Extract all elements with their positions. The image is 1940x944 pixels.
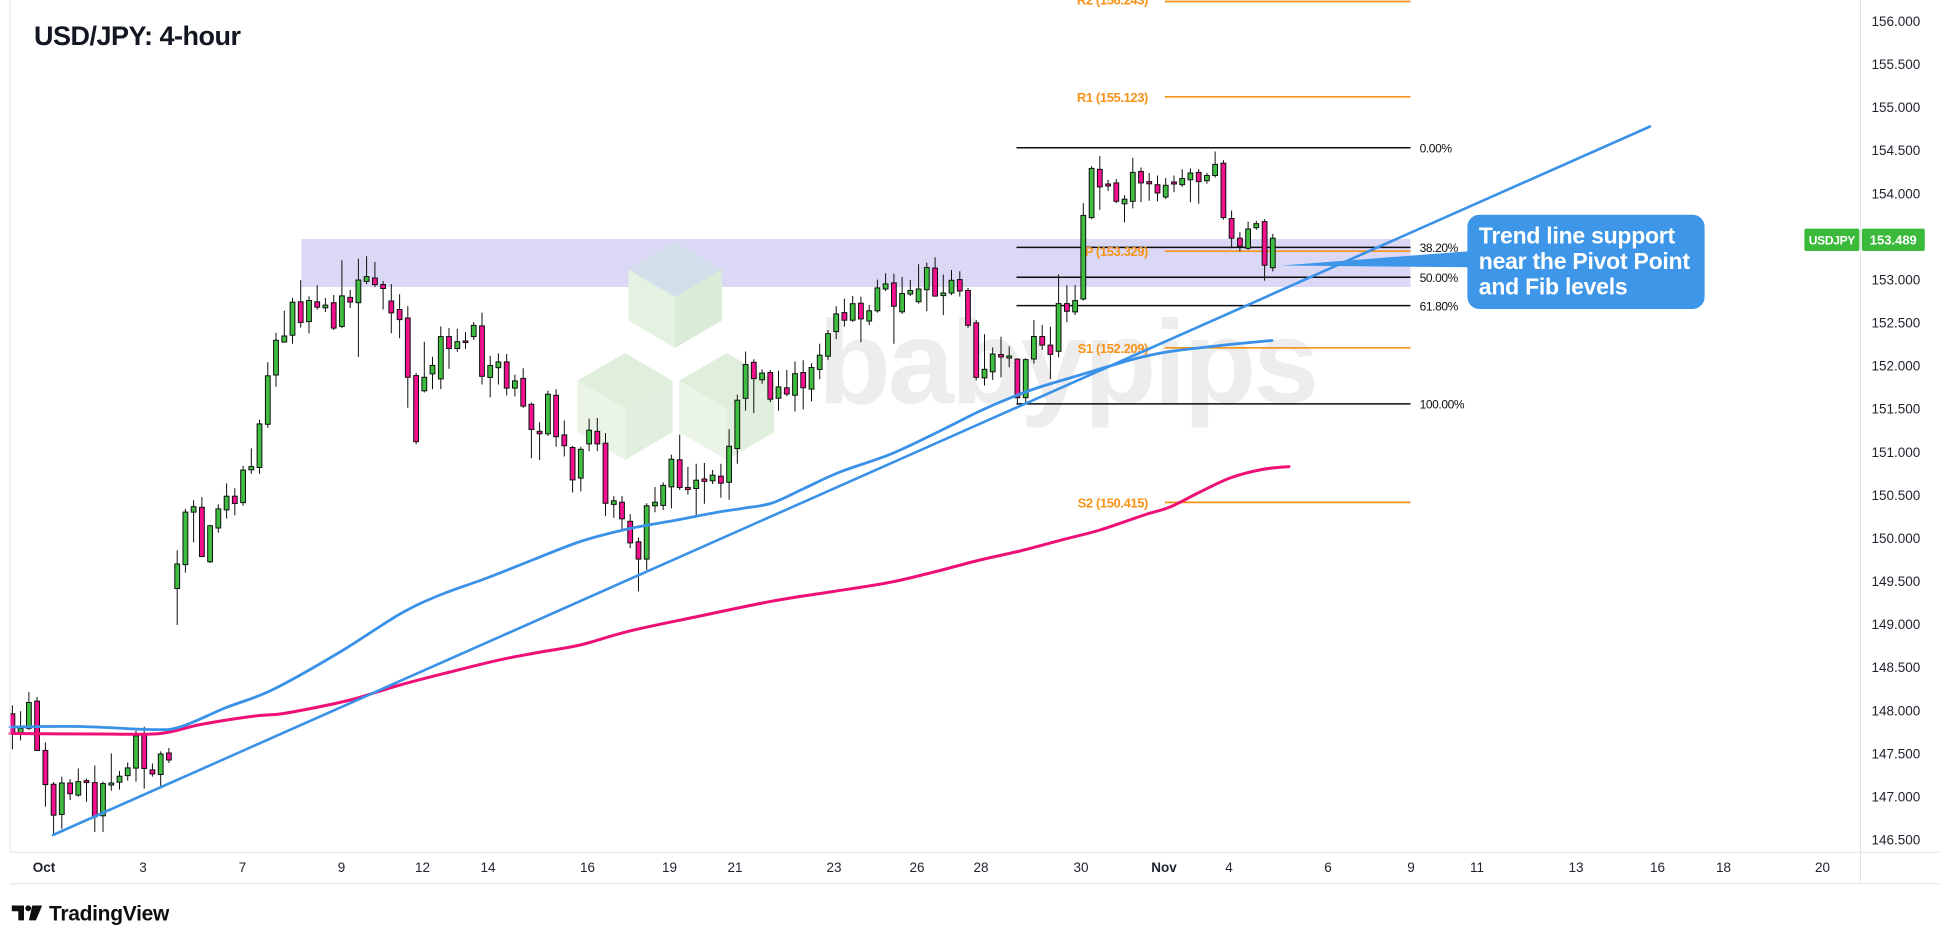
svg-text:151.000: 151.000 — [1872, 445, 1921, 460]
svg-text:151.500: 151.500 — [1872, 402, 1921, 417]
svg-text:155.000: 155.000 — [1872, 100, 1921, 115]
svg-text:Trend line support: Trend line support — [1479, 223, 1676, 249]
svg-text:152.000: 152.000 — [1872, 359, 1921, 374]
svg-text:100.00%: 100.00% — [1420, 398, 1465, 412]
svg-text:148.000: 148.000 — [1872, 703, 1921, 718]
svg-text:149.000: 149.000 — [1872, 617, 1921, 632]
svg-text:14: 14 — [480, 860, 496, 875]
svg-text:16: 16 — [1650, 860, 1665, 875]
svg-text:150.000: 150.000 — [1872, 531, 1921, 546]
svg-text:P (153.329): P (153.329) — [1085, 244, 1148, 259]
svg-text:7: 7 — [239, 860, 247, 875]
svg-text:19: 19 — [662, 860, 677, 875]
svg-text:R2 (156.243): R2 (156.243) — [1077, 0, 1148, 8]
svg-text:Nov: Nov — [1151, 860, 1177, 875]
svg-text:149.500: 149.500 — [1872, 574, 1921, 589]
svg-text:152.500: 152.500 — [1872, 316, 1921, 331]
svg-text:30: 30 — [1073, 860, 1088, 875]
svg-text:9: 9 — [1407, 860, 1415, 875]
svg-text:26: 26 — [909, 860, 924, 875]
svg-text:0.00%: 0.00% — [1420, 142, 1453, 156]
svg-text:38.20%: 38.20% — [1420, 241, 1459, 255]
svg-text:21: 21 — [727, 860, 742, 875]
svg-text:148.500: 148.500 — [1872, 660, 1921, 675]
svg-text:3: 3 — [139, 860, 147, 875]
svg-text:61.80%: 61.80% — [1420, 299, 1459, 313]
svg-text:R1 (155.123): R1 (155.123) — [1077, 90, 1148, 105]
svg-text:153.489: 153.489 — [1870, 233, 1917, 248]
svg-text:155.500: 155.500 — [1872, 57, 1921, 72]
svg-text:16: 16 — [580, 860, 595, 875]
svg-text:147.000: 147.000 — [1872, 789, 1921, 804]
svg-text:146.500: 146.500 — [1872, 833, 1921, 848]
svg-text:4: 4 — [1225, 860, 1233, 875]
svg-text:Oct: Oct — [33, 860, 56, 875]
svg-text:11: 11 — [1470, 860, 1484, 875]
svg-text:TradingView: TradingView — [49, 903, 170, 926]
svg-text:153.000: 153.000 — [1872, 273, 1921, 288]
svg-text:and Fib levels: and Fib levels — [1479, 274, 1628, 300]
svg-text:28: 28 — [973, 860, 988, 875]
svg-text:babypips: babypips — [818, 296, 1316, 429]
svg-text:S1 (152.209): S1 (152.209) — [1078, 341, 1148, 356]
svg-text:13: 13 — [1568, 860, 1583, 875]
svg-text:147.500: 147.500 — [1872, 746, 1921, 761]
svg-text:150.500: 150.500 — [1872, 488, 1921, 503]
svg-text:near the Pivot Point: near the Pivot Point — [1479, 248, 1691, 274]
svg-text:20: 20 — [1815, 860, 1830, 875]
svg-text:23: 23 — [826, 860, 841, 875]
svg-text:154.500: 154.500 — [1872, 143, 1921, 158]
svg-text:18: 18 — [1716, 860, 1731, 875]
svg-text:USD/JPY: 4-hour: USD/JPY: 4-hour — [34, 21, 242, 51]
svg-text:USDJPY: USDJPY — [1809, 233, 1856, 247]
svg-text:9: 9 — [338, 860, 346, 875]
svg-text:154.000: 154.000 — [1872, 186, 1921, 201]
svg-text:12: 12 — [415, 860, 430, 875]
svg-text:156.000: 156.000 — [1872, 14, 1921, 29]
svg-text:S2 (150.415): S2 (150.415) — [1078, 495, 1148, 510]
svg-text:6: 6 — [1324, 860, 1332, 875]
svg-text:50.00%: 50.00% — [1420, 271, 1459, 285]
